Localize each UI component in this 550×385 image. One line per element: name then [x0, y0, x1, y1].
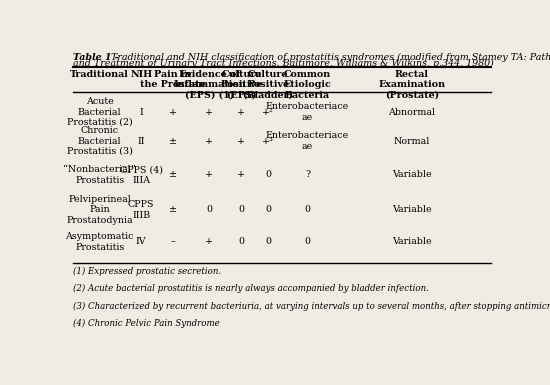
Text: Abnormal: Abnormal — [388, 107, 436, 117]
Text: Chronic
Bacterial
Prostatitis (3): Chronic Bacterial Prostatitis (3) — [67, 126, 133, 156]
Text: CPPS (4)
IIIA: CPPS (4) IIIA — [120, 165, 163, 184]
Text: +: + — [205, 137, 213, 146]
Text: Culture
Positive
(EPS): Culture Positive (EPS) — [221, 70, 262, 100]
Text: Traditional and NIH classification of prostatitis syndromes (modified from Stame: Traditional and NIH classification of pr… — [111, 53, 550, 62]
Text: Variable: Variable — [392, 238, 432, 246]
Text: +: + — [238, 107, 245, 117]
Text: I: I — [139, 107, 143, 117]
Text: +: + — [205, 238, 213, 246]
Text: +: + — [238, 137, 245, 146]
Text: ±: ± — [169, 170, 177, 179]
Text: ±: ± — [169, 137, 177, 146]
Text: 0: 0 — [305, 205, 310, 214]
Text: Variable: Variable — [392, 170, 432, 179]
Text: (1) Expressed prostatic secretion.: (1) Expressed prostatic secretion. — [73, 267, 221, 276]
Text: 0: 0 — [238, 238, 244, 246]
Text: Enterobacteriace
ae: Enterobacteriace ae — [266, 102, 349, 122]
Text: Acute
Bacterial
Prostatitis (2): Acute Bacterial Prostatitis (2) — [67, 97, 133, 127]
Text: +: + — [238, 170, 245, 179]
Text: Culture
Positive
(Bladder): Culture Positive (Bladder) — [243, 70, 294, 100]
Text: Traditional: Traditional — [70, 70, 129, 79]
Text: 0: 0 — [265, 170, 271, 179]
Text: IV: IV — [136, 238, 146, 246]
Text: Pelviperineal
Pain
Prostatodynia: Pelviperineal Pain Prostatodynia — [67, 195, 133, 225]
Text: –: – — [171, 238, 175, 246]
Text: +: + — [169, 107, 177, 117]
Text: Common
Etiologic
Bacteria: Common Etiologic Bacteria — [284, 70, 331, 100]
Text: +: + — [205, 170, 213, 179]
Text: (2) Acute bacterial prostatitis is nearly always accompanied by bladder infectio: (2) Acute bacterial prostatitis is nearl… — [73, 284, 429, 293]
Text: Variable: Variable — [392, 205, 432, 214]
Text: Pain in
the Prostate: Pain in the Prostate — [140, 70, 206, 89]
Text: Asymptomatic
Prostatitis: Asymptomatic Prostatitis — [65, 232, 134, 251]
Text: +: + — [205, 107, 213, 117]
Text: “Nonbacterial”
Prostatitis: “Nonbacterial” Prostatitis — [63, 165, 136, 184]
Text: +²: +² — [262, 107, 274, 117]
Text: Enterobacteriace
ae: Enterobacteriace ae — [266, 131, 349, 151]
Text: Table 1 -: Table 1 - — [73, 53, 122, 62]
Text: ?: ? — [305, 170, 310, 179]
Text: +³: +³ — [262, 137, 274, 146]
Text: 0: 0 — [206, 205, 212, 214]
Text: Rectal
Examination
(Prostate): Rectal Examination (Prostate) — [378, 70, 446, 100]
Text: Evidence of
Inflammation
(EPS) (1): Evidence of Inflammation (EPS) (1) — [173, 70, 246, 100]
Text: II: II — [138, 137, 145, 146]
Text: CPPS
IIIB: CPPS IIIB — [128, 200, 155, 219]
Text: (3) Characterized by recurrent bacteriuria, at varying intervals up to several m: (3) Characterized by recurrent bacteriur… — [73, 301, 550, 311]
Text: 0: 0 — [265, 205, 271, 214]
Text: NIH: NIH — [130, 70, 152, 79]
Text: 0: 0 — [238, 205, 244, 214]
Text: (4) Chronic Pelvic Pain Syndrome: (4) Chronic Pelvic Pain Syndrome — [73, 319, 220, 328]
Text: and Treatment of Urinary Tract Infections. Baltimore, Williams & Wilkins, p.344,: and Treatment of Urinary Tract Infection… — [73, 59, 494, 69]
Text: 0: 0 — [265, 238, 271, 246]
Text: ±: ± — [169, 205, 177, 214]
Text: 0: 0 — [305, 238, 310, 246]
Text: Normal: Normal — [394, 137, 430, 146]
